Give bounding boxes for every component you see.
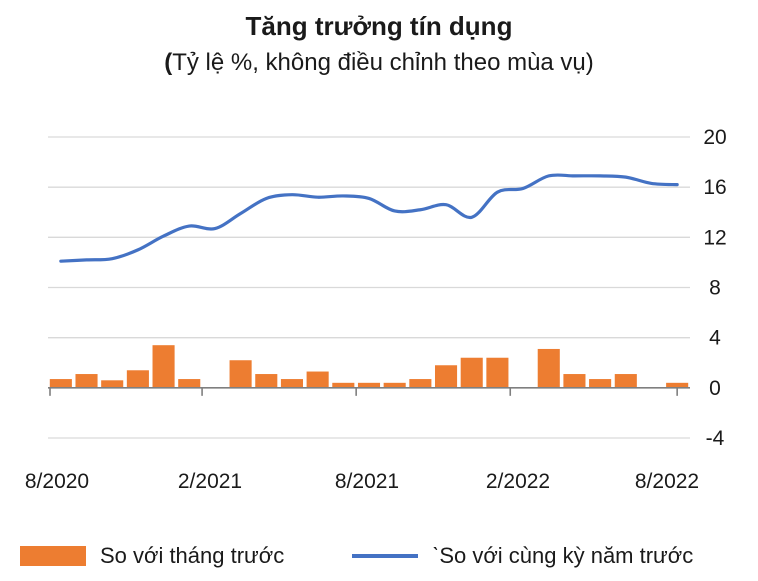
legend-label-bar: So với tháng trước [100,543,285,568]
x-tick-label: 2/2021 [178,470,242,493]
x-axis [48,387,690,396]
y-tick-label: 4 [709,327,721,350]
chart-title: Tăng trưởng tín dụng [245,11,513,41]
x-tick-label: 2/2022 [486,470,550,493]
bar [434,365,458,388]
chart-subtitle: (Tỷ lệ %, không điều chỉnh theo mùa vụ) [164,49,594,76]
bar [280,379,304,388]
gridlines [48,136,690,439]
y-tick-label: 0 [709,377,721,400]
bar [486,357,509,388]
bar-series [49,345,689,388]
bar [589,379,612,388]
x-tick-labels: 8/2020 2/2021 8/2021 2/2022 8/2022 [25,470,699,493]
bar [563,374,586,388]
y-tick-label: 20 [703,126,726,149]
bar [409,379,432,388]
bar [126,370,149,388]
bar [306,371,329,388]
bar [255,374,278,388]
x-tick-label: 8/2020 [25,470,89,493]
bar [537,348,560,388]
y-tick-labels: 20 16 12 8 4 0 -4 [703,126,726,450]
bar [101,380,124,388]
y-tick-label: 16 [703,176,726,199]
bar [460,357,483,388]
y-tick-label: 8 [709,277,721,300]
bar [178,379,201,388]
bar [357,382,381,388]
legend-item-line: ˋSo với cùng kỳ năm trước [352,538,693,574]
bar [152,345,175,388]
legend-swatch-line [352,554,418,558]
bar [666,382,689,388]
bar [229,360,252,388]
x-tick-label: 8/2021 [335,470,399,493]
y-tick-label: -4 [706,427,725,450]
bar [614,374,637,388]
bar [383,382,406,388]
bar [75,374,98,388]
legend-label-line: ˋSo với cùng kỳ năm trước [432,543,694,568]
legend: So với tháng trước ˋSo với cùng kỳ năm t… [0,538,758,574]
bar [332,382,355,388]
bar [49,379,72,388]
line-series [59,173,679,263]
legend-swatch-bar [20,546,86,566]
chart-subtitle-text: Tỷ lệ %, không điều chỉnh theo mùa vụ [172,49,586,76]
y-tick-label: 12 [703,226,726,249]
series-line [59,173,679,263]
x-tick-label: 8/2022 [635,470,699,493]
legend-item-bar: So với tháng trước [20,538,284,574]
